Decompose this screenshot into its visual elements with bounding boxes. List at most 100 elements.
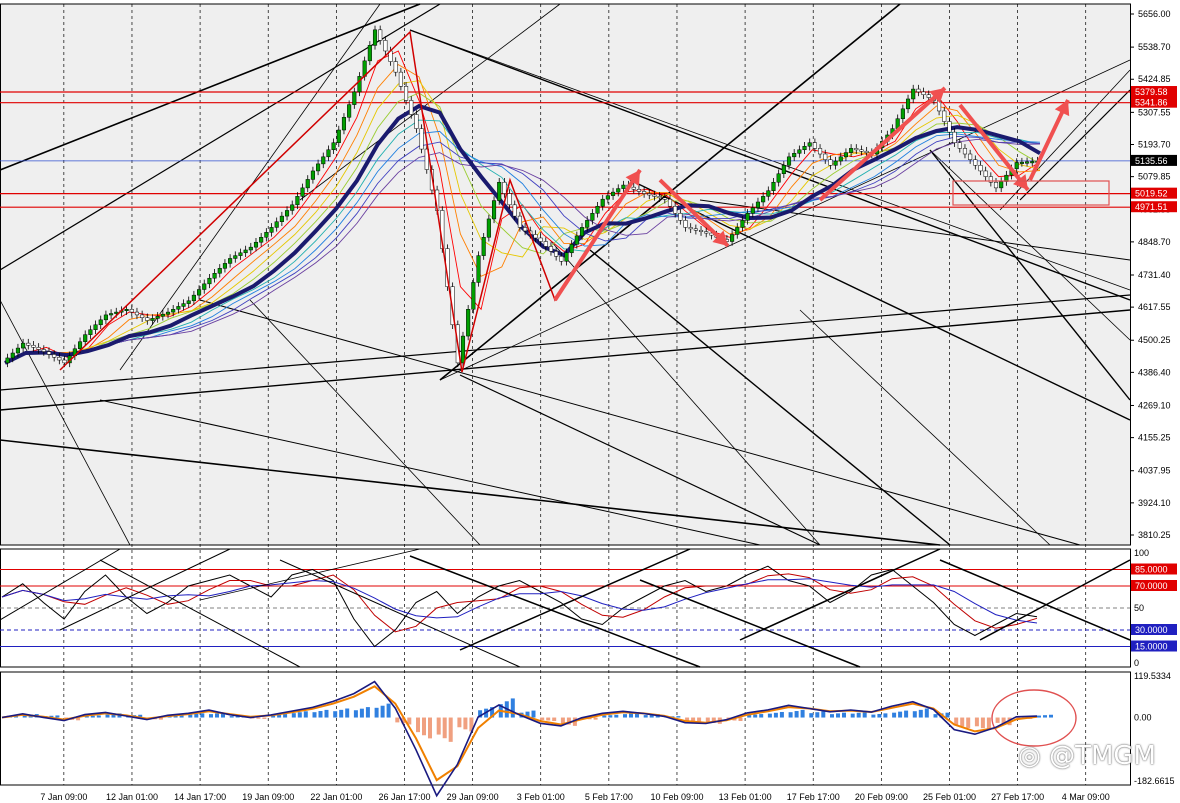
candle-body <box>5 357 10 364</box>
time-tick-label: 27 Feb 17:00 <box>991 792 1044 802</box>
candle-body <box>52 354 57 358</box>
macd-histogram-bar <box>271 715 276 718</box>
macd-histogram-bar <box>339 709 344 718</box>
candle-body <box>735 227 740 235</box>
macd-histogram-bar <box>111 713 116 718</box>
candle-body <box>10 352 15 359</box>
macd-histogram-bar <box>1037 715 1041 718</box>
macd-histogram-bar <box>395 717 400 723</box>
candle-body <box>264 232 269 238</box>
price-tick-label: 4269.10 <box>1138 400 1171 410</box>
macd-histogram-bar <box>380 705 385 718</box>
macd-histogram-bar <box>333 711 338 718</box>
macd-histogram-bar <box>623 714 627 718</box>
macd-histogram-bar <box>643 715 648 718</box>
candle-body <box>605 195 610 200</box>
trend-arrow <box>958 103 1030 192</box>
trend-arrow <box>818 86 947 202</box>
candle-body <box>952 131 957 143</box>
candle-body <box>978 165 983 172</box>
time-tick-label: 26 Jan 17:00 <box>378 792 430 802</box>
candle-body <box>973 159 978 166</box>
candle-body <box>502 181 507 194</box>
candle-body <box>512 204 517 217</box>
macd-histogram-bar <box>759 714 764 718</box>
trend-arrow <box>1028 99 1070 181</box>
candle-body <box>259 237 264 243</box>
macd-histogram-bar <box>892 712 897 718</box>
price-tick-label: 5656.00 <box>1138 9 1171 19</box>
candle-body <box>62 359 67 364</box>
macd-histogram-bar <box>14 716 18 718</box>
candle-body <box>15 347 20 354</box>
macd-histogram-bar <box>602 715 607 718</box>
macd-tick-label: 0.00 <box>1134 713 1152 723</box>
stoch-trend-line <box>739 548 941 641</box>
price-tick-label: 4037.95 <box>1138 466 1171 476</box>
candle-body <box>797 149 802 154</box>
support-zone-box <box>952 180 1110 206</box>
candle-body <box>849 148 854 153</box>
trend-arrow-head <box>625 170 640 187</box>
macd-tick-label: 119.5334 <box>1134 671 1171 681</box>
fan-line <box>299 3 561 201</box>
fan-line <box>0 294 1131 391</box>
fan-line <box>589 249 951 546</box>
candle-body <box>652 194 657 197</box>
stoch-slow-line <box>1 578 1038 624</box>
candle-body <box>191 294 196 302</box>
stoch-trend-line <box>199 548 421 601</box>
macd-histogram-bar <box>649 714 654 718</box>
candle-body <box>398 71 403 87</box>
macd-histogram-bar <box>635 712 639 718</box>
macd-histogram-bar <box>560 717 565 724</box>
candle-body <box>341 117 347 131</box>
candle-body <box>1014 162 1019 170</box>
macd-histogram-bar <box>877 713 882 718</box>
candle-body <box>134 311 140 316</box>
candle-body <box>93 324 98 330</box>
candle-body <box>253 241 259 248</box>
ma-line <box>4 138 1041 364</box>
macd-histogram-bar <box>691 717 696 722</box>
macd-histogram-bar <box>821 711 826 718</box>
candle-body <box>103 314 108 321</box>
macd-histogram-bar <box>904 710 909 718</box>
candle-body <box>704 231 709 234</box>
macd-histogram-bar <box>912 711 917 718</box>
candle-body <box>631 186 636 190</box>
trend-arrow <box>658 178 730 248</box>
macd-histogram-bar <box>194 713 199 718</box>
candle-body <box>336 129 341 143</box>
candle-body <box>921 91 926 95</box>
macd-histogram-bar <box>788 712 793 718</box>
candle-body <box>900 108 905 119</box>
stoch-level-tag <box>1131 624 1177 635</box>
stoch-trend-line <box>939 559 1131 641</box>
stoch-trend-line <box>979 559 1131 641</box>
macd-histogram-bar <box>1049 714 1053 718</box>
macd-histogram-bar <box>312 712 317 718</box>
candle-body <box>812 142 817 149</box>
stoch-trend-line <box>459 548 691 651</box>
macd-histogram-bar <box>960 717 965 727</box>
candle-body <box>507 193 512 206</box>
vertical-gridlines <box>63 4 1087 785</box>
macd-histogram-bar <box>478 710 483 718</box>
fan-line <box>0 3 441 271</box>
candle-body <box>947 121 952 133</box>
candle-body <box>854 148 859 151</box>
time-tick-label: 3 Feb 01:00 <box>517 792 565 802</box>
candle-body <box>88 329 93 335</box>
candle-body <box>57 356 62 361</box>
candle-body <box>611 191 616 196</box>
candle-body <box>740 220 745 228</box>
candle-body <box>404 86 409 101</box>
candle-body <box>962 148 968 155</box>
macd-histogram-bar <box>277 714 282 718</box>
fan-line <box>249 299 481 546</box>
fan-line <box>549 239 821 546</box>
price-tag-label: 5341.86 <box>1135 98 1168 108</box>
price-tick-label: 5424.85 <box>1138 74 1171 84</box>
